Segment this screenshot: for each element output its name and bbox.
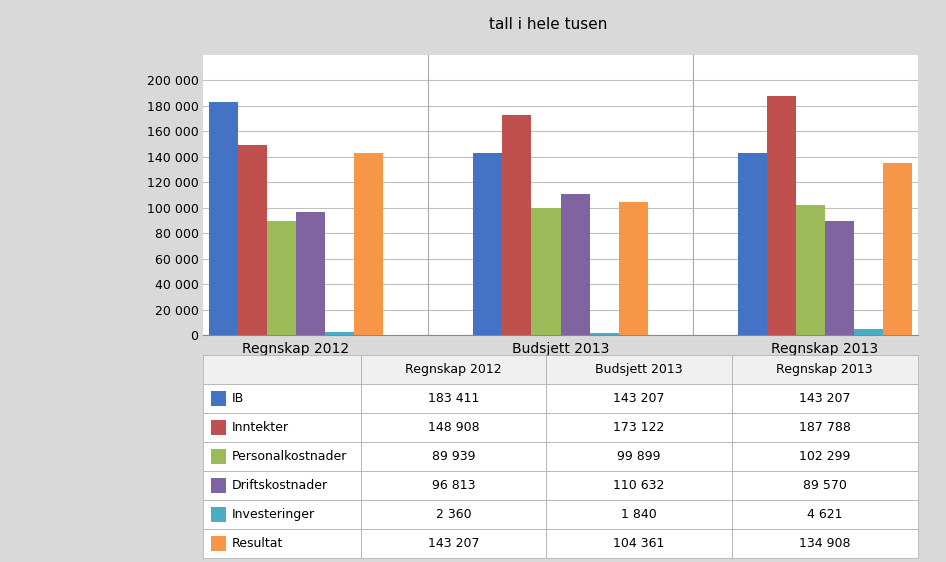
Text: Personalkostnader: Personalkostnader	[232, 450, 347, 463]
Bar	[360, 500, 546, 529]
Bar	[532, 208, 560, 335]
Text: 104 361: 104 361	[613, 537, 665, 550]
Bar	[354, 153, 383, 335]
Text: 143 207: 143 207	[428, 537, 479, 550]
Text: Inntekter: Inntekter	[232, 421, 289, 434]
Text: 99 899: 99 899	[618, 450, 661, 463]
Bar	[203, 413, 360, 442]
Text: tall i hele tusen: tall i hele tusen	[489, 17, 608, 32]
Bar	[237, 146, 267, 335]
Bar	[884, 164, 912, 335]
Bar	[211, 536, 226, 551]
Text: 143 207: 143 207	[613, 392, 665, 405]
Bar	[732, 500, 918, 529]
Bar	[203, 500, 360, 529]
Text: 1 840: 1 840	[622, 508, 657, 521]
Text: Regnskap 2012: Regnskap 2012	[405, 363, 501, 376]
Bar	[203, 442, 360, 471]
Bar	[502, 115, 532, 335]
Bar	[854, 329, 884, 335]
Bar	[360, 442, 546, 471]
Bar	[738, 153, 767, 335]
Bar	[203, 529, 360, 558]
Text: 110 632: 110 632	[613, 479, 665, 492]
Bar	[546, 384, 732, 413]
Bar	[546, 500, 732, 529]
Bar	[732, 471, 918, 500]
Text: 148 908: 148 908	[428, 421, 480, 434]
Bar	[360, 471, 546, 500]
Bar	[825, 221, 854, 335]
Bar	[211, 507, 226, 522]
Bar	[546, 529, 732, 558]
Bar	[203, 355, 360, 384]
Bar	[325, 332, 354, 335]
Bar	[589, 333, 619, 335]
Bar	[203, 471, 360, 500]
Bar	[546, 355, 732, 384]
Bar	[619, 202, 648, 335]
Text: 143 207: 143 207	[799, 392, 850, 405]
Text: 134 908: 134 908	[799, 537, 850, 550]
Text: 102 299: 102 299	[799, 450, 850, 463]
Bar	[211, 420, 226, 435]
Text: Driftskostnader: Driftskostnader	[232, 479, 328, 492]
Bar	[546, 413, 732, 442]
Bar	[211, 449, 226, 464]
Text: 96 813: 96 813	[431, 479, 475, 492]
Bar	[203, 384, 360, 413]
Text: 187 788: 187 788	[798, 421, 850, 434]
Bar	[546, 471, 732, 500]
Bar	[767, 96, 796, 335]
Text: Resultat: Resultat	[232, 537, 284, 550]
Text: 2 360: 2 360	[435, 508, 471, 521]
Bar	[360, 355, 546, 384]
Text: 183 411: 183 411	[428, 392, 479, 405]
Bar	[211, 478, 226, 493]
Bar	[209, 102, 237, 335]
Bar	[267, 220, 296, 335]
Bar	[360, 384, 546, 413]
Text: 4 621: 4 621	[807, 508, 843, 521]
Bar	[211, 391, 226, 406]
Bar	[360, 529, 546, 558]
Text: Regnskap 2013: Regnskap 2013	[777, 363, 873, 376]
Text: 89 570: 89 570	[803, 479, 847, 492]
Text: 173 122: 173 122	[613, 421, 665, 434]
Bar	[732, 529, 918, 558]
Text: Budsjett 2013: Budsjett 2013	[595, 363, 683, 376]
Bar	[296, 212, 325, 335]
Text: Investeringer: Investeringer	[232, 508, 315, 521]
Bar	[360, 413, 546, 442]
Bar	[546, 442, 732, 471]
Bar	[796, 205, 825, 335]
Bar	[732, 442, 918, 471]
Text: IB: IB	[232, 392, 244, 405]
Bar	[560, 194, 589, 335]
Text: 89 939: 89 939	[431, 450, 475, 463]
Bar	[732, 413, 918, 442]
Bar	[473, 153, 502, 335]
Bar	[732, 384, 918, 413]
Bar	[732, 355, 918, 384]
